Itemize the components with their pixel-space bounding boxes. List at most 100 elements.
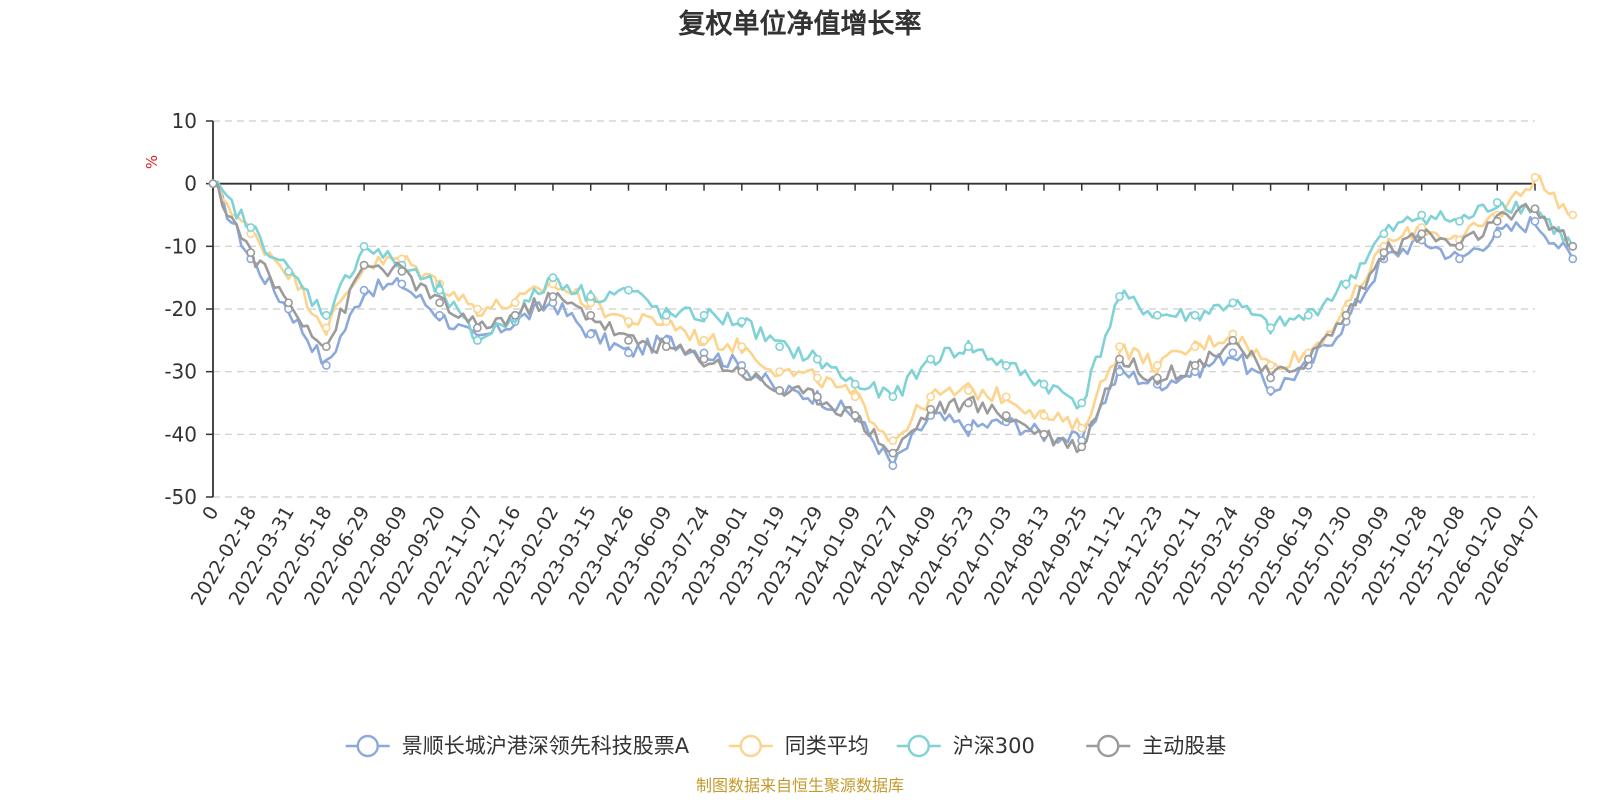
data-point-fund [1455,254,1464,264]
data-point-peer [1152,360,1162,370]
y-tick-label: 10 [172,109,197,133]
data-point-fund [624,348,633,358]
data-point-active [359,260,369,270]
data-point-hs300 [1077,398,1087,408]
data-point-active [510,310,520,320]
y-tick-label: -40 [164,422,197,446]
data-point-hs300 [964,342,973,351]
data-point-active [1266,373,1275,383]
data-point-fund [1115,367,1124,377]
data-point-active [397,266,407,276]
data-point-hs300 [1228,298,1238,308]
y-tick-label: -10 [164,234,197,258]
data-point-fund [359,285,369,295]
data-point-fund [1492,229,1502,239]
data-point-hs300 [1492,198,1502,207]
legend-item-fund[interactable]: 景顺长城沪港深领先科技股票A [345,734,690,758]
legend-label: 景顺长城沪港深领先科技股票A [402,734,690,758]
data-point-fund [321,360,331,370]
data-point-peer [926,392,936,402]
data-point-active [775,386,784,395]
data-point-hs300 [1039,379,1049,389]
data-point-hs300 [926,354,936,364]
data-point-active [926,404,936,414]
data-point-peer [1530,172,1540,182]
data-point-hs300 [246,223,256,232]
data-point-hs300 [699,310,709,320]
series-line-hs300 [212,180,1574,410]
legend-label: 主动股基 [1142,734,1226,758]
legend-label: 同类平均 [785,734,869,758]
data-point-fund [1530,216,1540,226]
data-point-active [1228,335,1238,345]
data-point-hs300 [812,354,822,364]
data-point-active [850,411,860,420]
data-point-hs300 [1417,210,1427,220]
legend-label: 沪深300 [953,734,1035,758]
data-point-hs300 [472,335,482,345]
data-point-active [284,298,293,308]
data-point-active [888,448,898,458]
series-lines [208,172,1578,471]
data-point-active [472,323,482,333]
data-point-active [435,298,445,308]
y-tick-label: -50 [164,485,197,509]
data-point-active [1379,248,1389,257]
data-point-peer [624,317,633,326]
data-point-peer [1568,210,1578,220]
x-tick-labels: 02022-02-182022-03-312022-05-182022-06-2… [187,503,1545,610]
data-point-active [1001,411,1011,420]
legend-item-hs300[interactable]: 沪深300 [896,734,1035,758]
data-point-active [1303,354,1313,364]
data-point-hs300 [1115,292,1124,301]
data-point-hs300 [1152,310,1162,320]
y-tick-label: 0 [184,172,197,196]
data-point-fund [586,329,596,339]
y-axis-unit-label: % [143,155,161,169]
data-point-active [208,179,218,189]
data-point-peer [775,367,784,377]
data-point-peer [1190,342,1200,351]
data-point-hs300 [775,342,784,351]
data-point-active [321,342,331,351]
data-point-hs300 [624,285,633,295]
data-point-active [1077,442,1087,452]
data-point-fund [1568,254,1578,264]
data-point-hs300 [359,241,369,251]
data-point-active [586,310,596,320]
data-point-peer [888,436,898,445]
legend-item-peer[interactable]: 同类平均 [728,734,869,758]
data-point-fund [888,461,898,471]
data-point-hs300 [586,292,596,301]
series-line-active [212,182,1573,454]
data-source-note: 制图数据来自恒生聚源数据库 [696,776,904,795]
data-point-active [624,335,633,345]
data-point-hs300 [435,285,445,295]
data-point-peer [510,298,520,308]
data-point-hs300 [850,379,860,389]
data-point-active [1492,216,1502,226]
data-point-active [1455,241,1464,251]
legend-marker [1097,734,1120,758]
data-point-active [246,248,256,257]
data-point-peer [1001,392,1011,402]
data-point-active [812,392,822,402]
y-tick-label: -20 [164,297,197,321]
data-point-hs300 [1303,310,1313,320]
data-point-peer [699,335,709,345]
data-point-fund [435,310,445,320]
data-point-active [1152,373,1162,383]
data-point-active [548,292,558,301]
data-point-peer [964,386,973,395]
data-point-hs300 [1190,310,1200,320]
data-point-active [737,367,747,377]
x-tick-label: 0 [198,503,223,524]
data-point-peer [1039,411,1049,420]
data-point-fund [1228,348,1238,358]
chart-title: 复权单位净值增长率 [679,8,922,40]
data-point-peer [812,373,822,383]
legend-item-active[interactable]: 主动股基 [1086,734,1226,758]
data-point-hs300 [1001,360,1011,370]
data-point-hs300 [737,317,747,326]
